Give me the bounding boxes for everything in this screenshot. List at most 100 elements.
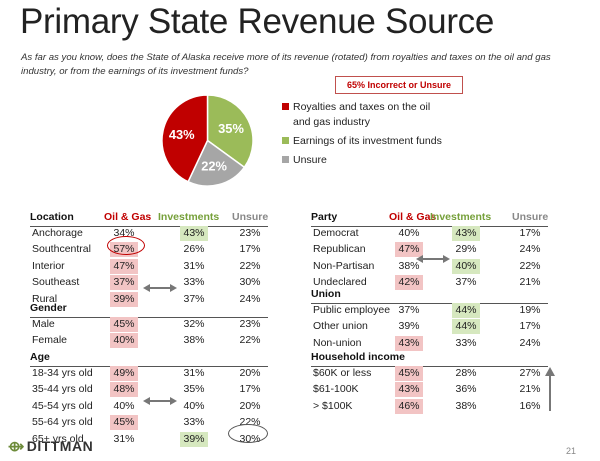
location-cell-investments: 31% [183,259,205,272]
party-cell-unsure: 24% [519,243,541,256]
union-row-label: Non-union [313,336,362,349]
age-cell-oil: 49% [110,366,138,381]
party-cell-investments: 40% [452,258,480,274]
union-row-label: Other union [313,320,368,333]
location-col-unsure: Unsure [232,211,269,223]
legend-label-oil: Royalties and taxes on the oil and gas i… [293,101,431,128]
legend-label-investments: Earnings of its investment funds [293,135,442,147]
location-row-label: Interior [32,259,65,272]
location-section-head: Location [30,211,74,223]
age-cell-investments: 35% [183,383,205,396]
income-cell-investments: 36% [455,383,477,396]
party-row-label: Republican [313,243,366,256]
party-cell-unsure: 21% [519,276,541,289]
age-cell-unsure: 20% [239,399,261,412]
age-row-label: 55-64 yrs old [32,416,93,429]
pie-slice-2 [161,94,209,183]
age-cell-oil: 45% [110,415,138,431]
age-row-label: 35-44 yrs old [32,383,93,396]
union-cell-oil: 37% [398,304,420,316]
gender-cell-unsure: 22% [239,334,261,347]
income-section-head: Household income [311,351,405,363]
income-cell-oil: 46% [395,398,423,414]
legend-swatch-unsure [282,156,289,163]
pie-label-1: 22% [201,159,227,174]
location-cell-unsure: 30% [239,276,261,289]
location-col-investments: Investments [158,211,220,223]
party-cell-unsure: 22% [519,259,541,272]
location-col-oil: Oil & Gas [104,211,152,223]
party-cell-oil: 42% [395,275,423,291]
gender-cell-investments: 38% [183,334,205,347]
location-row-label: Rural [32,292,58,305]
union-cell-investments: 44% [452,319,480,335]
party-col-investments: Investments [430,211,492,223]
income-row-label: $61-100K [313,383,359,396]
party-cell-investments: 37% [455,276,477,289]
income-cell-unsure: 21% [519,383,541,396]
union-cell-investments: 44% [452,303,480,318]
legend-swatch-oil [282,103,289,110]
location-cell-investments: 43% [180,226,208,241]
union-cell-unsure: 24% [519,336,541,349]
income-cell-investments: 28% [455,367,477,379]
page-number: 21 [566,446,577,456]
income-cell-unsure: 16% [519,399,541,412]
pie-label-0: 35% [218,121,244,136]
age-divider [30,366,268,367]
party-row-label: Democrat [313,227,359,239]
income-row-label: > $100K [313,399,353,412]
age-row-label: 18-34 yrs old [32,367,93,379]
gender-cell-oil: 45% [110,317,138,332]
location-row-label: Southcentral [32,243,91,256]
party-cell-oil: 38% [398,259,420,272]
age-cell-investments: 40% [183,399,205,412]
legend-label-unsure: Unsure [293,154,327,166]
income-cell-oil: 45% [395,366,423,381]
incorrect-badge: 65% Incorrect or Unsure [335,76,463,94]
gender-row-label: Female [32,334,68,347]
highlight-circle-southcentral [107,236,145,255]
location-cell-investments: 37% [183,292,205,305]
gender-cell-investments: 32% [183,318,205,330]
age-cell-investments: 33% [183,416,205,429]
party-divider [311,226,548,227]
legend-item-unsure: Unsure [282,153,442,168]
union-cell-investments: 33% [455,336,477,349]
gender-section-head: Gender [30,302,67,314]
double-arrow-nonpartisan [416,255,450,263]
age-cell-oil: 40% [113,399,135,412]
location-cell-investments: 33% [183,276,205,289]
dittman-logo: ⟴ DITTMAN [8,438,94,454]
party-col-unsure: Unsure [512,211,549,223]
party-cell-unsure: 17% [519,227,541,239]
logo-mark-icon: ⟴ [8,438,25,454]
party-cell-investments: 43% [452,226,480,241]
union-section-head: Union [311,288,341,300]
age-cell-oil: 48% [110,382,138,398]
age-section-head: Age [30,351,50,363]
pie-label-2: 43% [169,127,195,142]
location-divider [30,226,268,227]
survey-question: As far as you know, does the State of Al… [21,52,551,77]
location-row-label: Anchorage [32,227,83,239]
party-col-oil: Oil & Gas [389,211,437,223]
union-cell-oil: 43% [395,335,423,351]
location-cell-unsure: 24% [239,292,261,305]
party-section-head: Party [311,211,338,223]
gender-row-label: Male [32,318,55,330]
union-cell-unsure: 17% [519,320,541,333]
income-cell-investments: 38% [455,399,477,412]
age-cell-unsure: 20% [239,367,261,379]
union-row-label: Public employee [313,304,391,316]
legend-swatch-investments [282,137,289,144]
income-cell-oil: 43% [395,382,423,398]
location-cell-unsure: 17% [239,243,261,256]
union-cell-oil: 39% [398,320,420,333]
age-cell-investments: 31% [183,367,205,379]
pie-slice-0 [206,94,254,169]
location-row-label: Southeast [32,276,80,289]
location-cell-unsure: 22% [239,259,261,272]
location-cell-unsure: 23% [239,227,261,239]
age-row-label: 65+ yrs old [32,432,84,445]
